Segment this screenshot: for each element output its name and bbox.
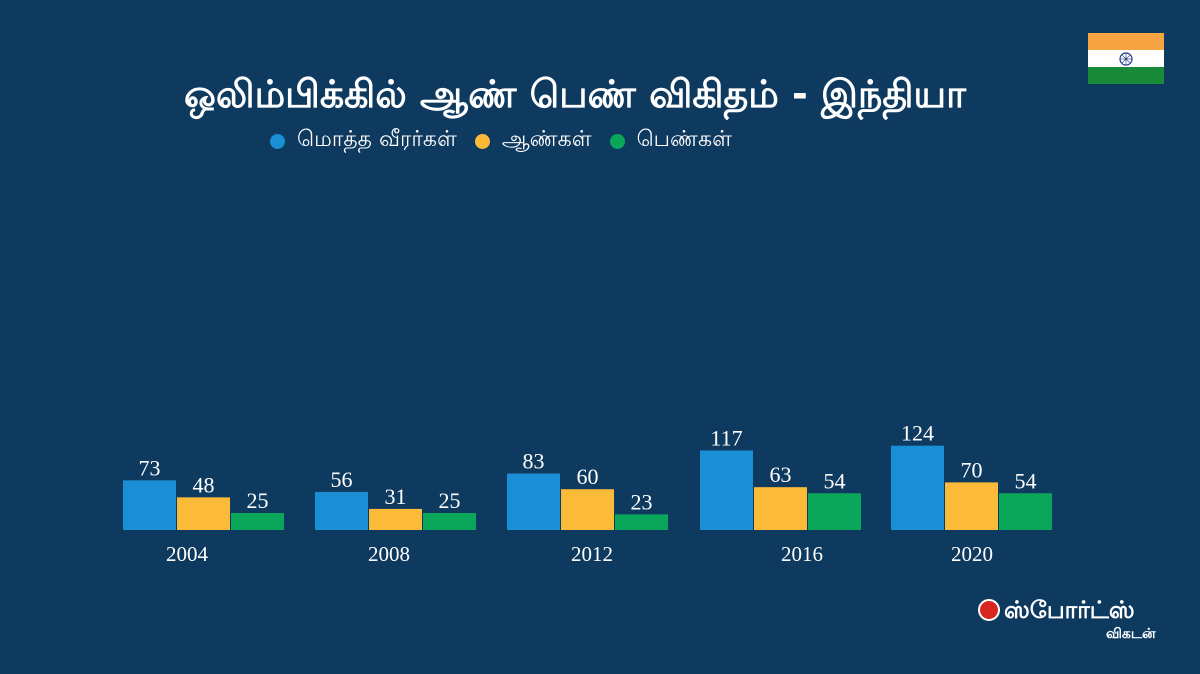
- legend-item-men: ஆண்கள்: [474, 127, 592, 155]
- bar-women-2012: [615, 514, 668, 530]
- bar-men-2012: [561, 489, 614, 530]
- x-tick-label-2020: 2020: [951, 542, 993, 566]
- bar-women-2020: [999, 493, 1052, 530]
- legend-item-total: மொத்த வீரர்கள்: [270, 127, 457, 155]
- data-label-women-2020: 54: [1015, 468, 1037, 493]
- bar-women-2008: [423, 513, 476, 530]
- legend-swatch-men: [474, 133, 490, 149]
- data-label-men-2008: 31: [385, 484, 407, 509]
- data-label-men-2004: 48: [193, 472, 215, 497]
- bar-total-2008: [315, 491, 368, 530]
- data-label-women-2004: 25: [247, 488, 269, 513]
- x-tick-label-2008: 2008: [368, 542, 410, 566]
- chart-title: ஒலிம்பிக்கில் ஆண் பெண் விகிதம் - இந்தியா: [184, 72, 966, 116]
- legend-label-total: மொத்த வீரர்கள்: [297, 127, 457, 152]
- data-label-total-2008: 56: [331, 467, 353, 492]
- data-label-women-2012: 23: [631, 489, 653, 514]
- legend-label-men: ஆண்கள்: [501, 127, 592, 152]
- bar-total-2012: [507, 473, 560, 530]
- bar-women-2016: [808, 493, 861, 530]
- data-label-women-2016: 54: [824, 468, 846, 493]
- logo-sub-text: விகடன்: [1106, 626, 1156, 642]
- data-label-total-2020: 124: [901, 421, 934, 446]
- data-label-total-2016: 117: [710, 425, 742, 450]
- data-label-women-2008: 25: [439, 488, 461, 513]
- bar-men-2016: [754, 487, 807, 530]
- india-flag: [1088, 33, 1164, 84]
- bar-men-2008: [369, 508, 422, 530]
- flag-white-stripe: [1088, 50, 1164, 67]
- legend-item-women: பெண்கள்: [609, 127, 732, 155]
- data-label-total-2004: 73: [139, 455, 161, 480]
- legend-label-women: பெண்கள்: [636, 127, 732, 152]
- legend-swatch-total: [270, 133, 285, 149]
- flag-green-stripe: [1088, 67, 1164, 84]
- bar-total-2020: [891, 445, 944, 530]
- ashoka-chakra-icon: [1119, 51, 1133, 66]
- chart-legend: மொத்த வீரர்கள் ஆண்கள் பெண்கள்: [270, 127, 732, 155]
- logo-emblem-icon: [978, 599, 1000, 621]
- x-tick-label-2016: 2016: [781, 542, 823, 566]
- bar-women-2004: [231, 513, 284, 530]
- bar-men-2020: [945, 482, 998, 530]
- data-label-men-2012: 60: [577, 464, 599, 489]
- data-label-men-2016: 63: [770, 462, 792, 487]
- bar-men-2004: [177, 497, 230, 530]
- bar-total-2004: [123, 480, 176, 530]
- x-tick-label-2012: 2012: [571, 542, 613, 566]
- data-label-total-2012: 83: [523, 449, 545, 474]
- x-tick-label-2004: 2004: [166, 542, 209, 566]
- sports-vikatan-logo: ஸ்போர்ட்ஸ் விகடன்: [972, 596, 1172, 652]
- legend-swatch-women: [609, 133, 625, 149]
- flag-saffron-stripe: [1088, 33, 1164, 50]
- logo-main-text: ஸ்போர்ட்ஸ்: [1004, 596, 1135, 624]
- bar-total-2016: [700, 450, 753, 530]
- data-label-men-2020: 70: [961, 457, 983, 482]
